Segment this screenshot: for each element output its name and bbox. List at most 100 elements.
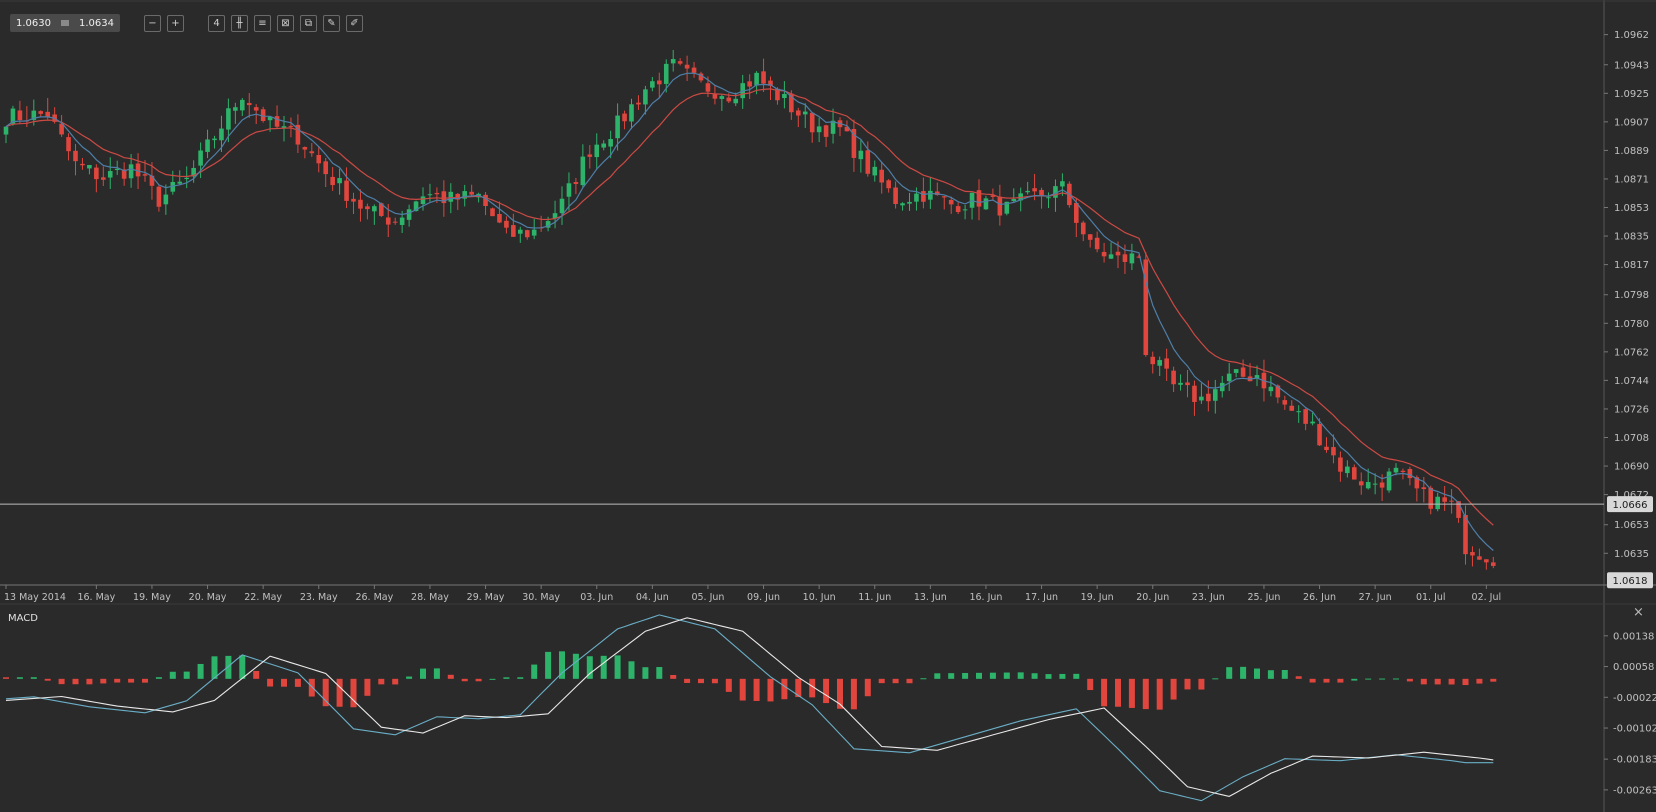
candle-body[interactable] — [448, 191, 454, 202]
copy-icon[interactable]: ⧉ — [300, 14, 317, 32]
candle-body[interactable] — [205, 139, 210, 152]
candle-body[interactable] — [1136, 256, 1142, 258]
candle-body[interactable] — [1074, 202, 1079, 223]
candle-body[interactable] — [302, 147, 308, 150]
candle-body[interactable] — [10, 108, 16, 124]
candle-body[interactable] — [1018, 193, 1023, 201]
candle-body[interactable] — [358, 199, 363, 209]
candle-body[interactable] — [219, 128, 224, 141]
candle-body[interactable] — [420, 196, 426, 204]
candle-body[interactable] — [1192, 385, 1197, 402]
candle-body[interactable] — [858, 150, 864, 160]
candle-body[interactable] — [629, 104, 634, 122]
candle-body[interactable] — [372, 206, 377, 212]
candle-body[interactable] — [608, 139, 613, 147]
candle-body[interactable] — [365, 206, 370, 210]
candle-body[interactable] — [1365, 482, 1371, 489]
candle-body[interactable] — [483, 194, 488, 207]
candle-body[interactable] — [177, 181, 183, 184]
candle-body[interactable] — [1025, 190, 1030, 193]
candle-body[interactable] — [1421, 487, 1427, 490]
candle-body[interactable] — [1296, 411, 1301, 413]
candle-body[interactable] — [253, 107, 259, 111]
candle-body[interactable] — [670, 59, 676, 64]
candle-body[interactable] — [935, 191, 940, 195]
candle-body[interactable] — [240, 99, 245, 111]
candle-body[interactable] — [1039, 189, 1044, 196]
candle-body[interactable] — [114, 168, 120, 171]
candle-body[interactable] — [1484, 559, 1489, 563]
candle-body[interactable] — [80, 163, 85, 166]
candle-body[interactable] — [643, 89, 648, 105]
candle-body[interactable] — [1442, 497, 1447, 502]
candle-body[interactable] — [87, 164, 92, 169]
candle-body[interactable] — [163, 194, 169, 205]
candle-body[interactable] — [712, 94, 718, 99]
candle-body[interactable] — [719, 96, 725, 99]
candle-body[interactable] — [636, 102, 641, 105]
candle-body[interactable] — [434, 192, 440, 195]
candle-body[interactable] — [73, 150, 78, 162]
candle-body[interactable] — [1324, 446, 1329, 451]
candle-body[interactable] — [156, 186, 162, 207]
candle-body[interactable] — [191, 167, 196, 177]
candle-body[interactable] — [677, 61, 683, 64]
candle-body[interactable] — [399, 217, 405, 225]
candle-body[interactable] — [615, 115, 620, 139]
candle-body[interactable] — [1456, 501, 1461, 518]
candle-body[interactable] — [316, 154, 322, 164]
candle-body[interactable] — [135, 163, 141, 177]
candle-body[interactable] — [1428, 487, 1434, 509]
candle-body[interactable] — [622, 113, 627, 122]
candle-body[interactable] — [962, 209, 968, 211]
candle-body[interactable] — [879, 169, 884, 183]
candle-body[interactable] — [941, 196, 947, 198]
candle-body[interactable] — [1310, 421, 1315, 424]
candle-body[interactable] — [1268, 386, 1274, 392]
candle-body[interactable] — [1414, 477, 1420, 489]
candle-body[interactable] — [121, 169, 127, 179]
candle-body[interactable] — [1122, 254, 1128, 262]
candle-body[interactable] — [1032, 188, 1037, 192]
candle-body[interactable] — [295, 124, 301, 145]
candle-body[interactable] — [379, 203, 384, 216]
candle-body[interactable] — [1491, 562, 1496, 566]
chart-settings-icon[interactable]: ⊠ — [277, 14, 294, 32]
candle-body[interactable] — [1053, 186, 1058, 198]
candle-body[interactable] — [865, 150, 871, 174]
candle-body[interactable] — [983, 198, 989, 210]
candle-body[interactable] — [1317, 424, 1322, 446]
candle-body[interactable] — [246, 102, 252, 106]
candle-body[interactable] — [1087, 234, 1093, 240]
candle-body[interactable] — [1338, 457, 1343, 472]
candle-body[interactable] — [1206, 393, 1211, 402]
candle-body[interactable] — [1080, 222, 1086, 235]
candle-body[interactable] — [761, 71, 766, 84]
candle-body[interactable] — [907, 201, 912, 204]
candle-body[interactable] — [796, 110, 801, 116]
candle-body[interactable] — [1004, 201, 1010, 214]
candle-body[interactable] — [1046, 197, 1051, 199]
candle-body[interactable] — [337, 178, 342, 184]
candle-body[interactable] — [844, 126, 850, 132]
candle-body[interactable] — [441, 191, 447, 204]
candle-body[interactable] — [997, 196, 1003, 216]
candle-body[interactable] — [1407, 469, 1413, 479]
candle-body[interactable] — [1233, 369, 1239, 373]
candle-body[interactable] — [948, 199, 954, 205]
candle-body[interactable] — [900, 203, 905, 206]
candle-body[interactable] — [691, 67, 697, 73]
candle-body[interactable] — [650, 81, 655, 88]
candle-body[interactable] — [406, 209, 412, 220]
candle-body[interactable] — [233, 107, 238, 111]
candle-body[interactable] — [149, 175, 155, 186]
candle-body[interactable] — [469, 191, 474, 195]
candle-body[interactable] — [1477, 556, 1482, 560]
candle-body[interactable] — [1213, 389, 1218, 401]
candle-body[interactable] — [392, 221, 398, 223]
candle-body[interactable] — [274, 116, 280, 127]
candle-body[interactable] — [1358, 481, 1364, 486]
candle-body[interactable] — [107, 171, 113, 178]
candle-body[interactable] — [851, 128, 857, 158]
pencil-icon[interactable]: ✐ — [346, 14, 363, 32]
